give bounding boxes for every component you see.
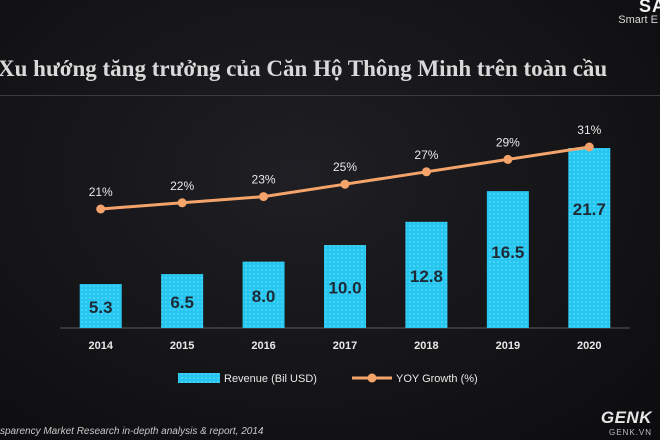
legend-label-revenue: Revenue (Bil USD) — [224, 373, 317, 385]
watermark: GENK GENK.VN — [601, 408, 652, 437]
x-tick-2017: 2017 — [333, 340, 357, 352]
growth-point-2016 — [259, 192, 269, 202]
brand-logo-text: SA — [638, 0, 660, 16]
growth-point-2020 — [584, 142, 594, 152]
legend-swatch-dot — [367, 373, 377, 383]
bar-value-label-2014: 5.3 — [89, 298, 113, 317]
bar-2018 — [405, 221, 448, 328]
bar-value-label-2018: 12.8 — [410, 267, 443, 286]
growth-label-2019: 29% — [496, 135, 520, 149]
brand-tagline: Smart E — [618, 14, 658, 26]
title-divider — [0, 95, 660, 96]
bar-2016 — [242, 261, 285, 328]
growth-point-2019 — [503, 154, 513, 164]
x-tick-2020: 2020 — [577, 340, 601, 352]
x-tick-2018: 2018 — [414, 340, 438, 352]
legend-swatch-revenue — [178, 373, 220, 383]
bar-2014 — [79, 284, 122, 328]
watermark-site: GENK.VN — [608, 428, 652, 437]
bar-2020 — [568, 148, 611, 328]
bar-2017 — [324, 245, 366, 328]
growth-label-2016: 23% — [252, 173, 276, 187]
watermark-logo: GENK — [600, 408, 652, 427]
growth-point-2018 — [421, 167, 431, 177]
bar-2015 — [161, 274, 204, 328]
slide-title: Xu hướng tăng trưởng của Căn Hộ Thông Mi… — [0, 56, 608, 81]
growth-label-2017: 25% — [333, 160, 357, 174]
growth-point-2015 — [177, 198, 187, 208]
bar-value-label-2017: 10.0 — [328, 279, 361, 298]
growth-label-2018: 27% — [414, 148, 438, 162]
growth-label-2015: 22% — [170, 179, 194, 193]
growth-label-2020: 31% — [577, 123, 601, 137]
growth-point-2017 — [340, 179, 350, 189]
source-note: sparency Market Research in-depth analys… — [0, 426, 264, 437]
x-tick-2014: 2014 — [88, 340, 113, 352]
bar-value-label-2015: 6.5 — [170, 293, 194, 312]
bar-value-label-2019: 16.5 — [491, 243, 524, 262]
bar-2019 — [486, 191, 529, 328]
x-tick-2015: 2015 — [170, 340, 194, 352]
growth-point-2014 — [96, 204, 106, 214]
bar-value-label-2016: 8.0 — [252, 287, 276, 306]
chart-legend: Revenue (Bil USD) YOY Growth (%) — [178, 373, 478, 385]
bar-value-label-2020: 21.7 — [573, 200, 606, 219]
x-tick-2016: 2016 — [251, 340, 275, 352]
x-tick-2019: 2019 — [496, 340, 520, 352]
growth-label-2014: 21% — [89, 185, 113, 199]
legend-label-growth: YOY Growth (%) — [396, 373, 478, 385]
